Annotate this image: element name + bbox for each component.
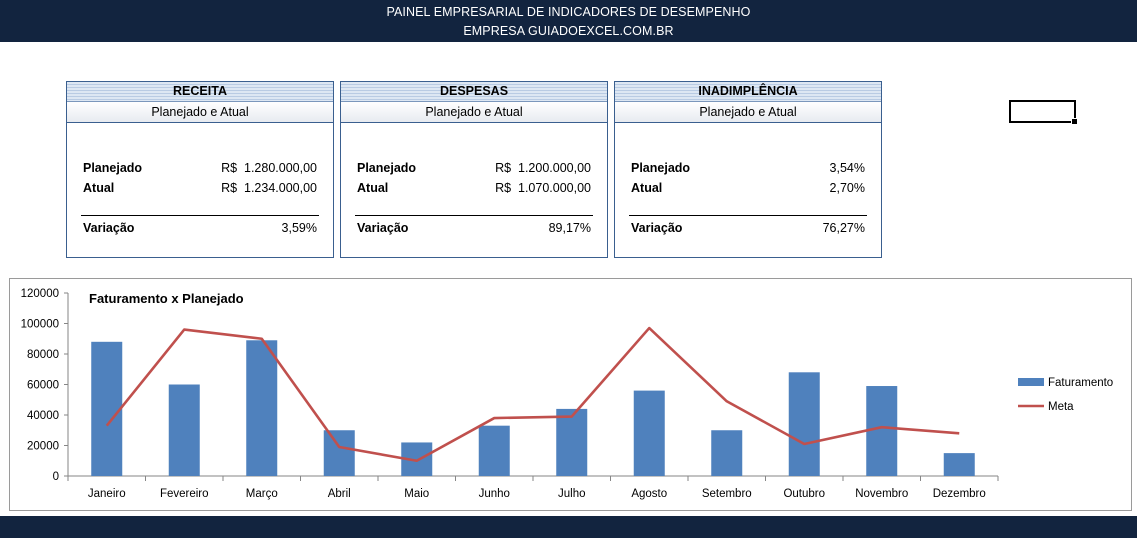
y-tick-label: 0 <box>53 471 59 483</box>
actual-row: Atual R$ 1.234.000,00 <box>83 180 317 196</box>
bar <box>168 384 200 476</box>
divider <box>629 215 867 216</box>
x-tick-label: Novembro <box>855 488 908 500</box>
company-name: EMPRESA GUIADOEXCEL.COM.BR <box>463 24 674 38</box>
planned-row: Planejado 3,54% <box>631 160 865 176</box>
dashboard-header: PAINEL EMPRESARIAL DE INDICADORES DE DES… <box>0 0 1137 42</box>
actual-label: Atual <box>357 181 389 195</box>
x-tick-label: Janeiro <box>88 488 126 500</box>
chart-area[interactable]: Faturamento x Planejado 0 20000 40000 60000… <box>9 278 1132 511</box>
bar-series <box>91 340 975 476</box>
x-tick-label: Outubro <box>783 488 825 500</box>
x-tick-label: Agosto <box>631 488 667 500</box>
revenue-card: RECEITA Planejado e Atual Planejado R$ 1… <box>66 81 334 258</box>
planned-row: Planejado R$ 1.200.000,00 <box>357 160 591 176</box>
planned-value: R$ 1.280.000,00 <box>221 161 317 175</box>
bar <box>91 341 123 476</box>
planned-row: Planejado R$ 1.280.000,00 <box>83 160 317 176</box>
bar <box>788 372 820 476</box>
actual-value: R$ 1.070.000,00 <box>495 181 591 195</box>
bar <box>246 340 278 476</box>
divider <box>355 215 593 216</box>
selected-cell[interactable] <box>1009 100 1078 125</box>
planned-value: 3,54% <box>829 161 865 175</box>
x-tick-label: Setembro <box>702 488 752 500</box>
variation-label: Variação <box>83 221 135 235</box>
variation-row: Variação 76,27% <box>631 220 865 236</box>
bar <box>478 425 510 476</box>
bar <box>711 430 743 476</box>
variation-value: 3,59% <box>281 221 317 235</box>
bar <box>323 430 355 476</box>
meta-line <box>105 326 960 463</box>
dashboard-footer <box>0 516 1137 538</box>
card-subtitle: Planejado e Atual <box>615 102 881 123</box>
expenses-card: DESPESAS Planejado e Atual Planejado R$ … <box>340 81 608 258</box>
x-tick-label: Maio <box>404 488 429 500</box>
planned-value: R$ 1.200.000,00 <box>495 161 591 175</box>
legend: Faturamento Meta <box>1018 377 1113 413</box>
variation-label: Variação <box>357 221 409 235</box>
card-title: INADIMPLÊNCIA <box>615 82 881 102</box>
bar <box>633 390 665 476</box>
y-tick-label: 120000 <box>21 288 59 300</box>
planned-label: Planejado <box>631 161 691 175</box>
card-subtitle: Planejado e Atual <box>341 102 607 123</box>
actual-value: R$ 1.234.000,00 <box>221 181 317 195</box>
dashboard-title: PAINEL EMPRESARIAL DE INDICADORES DE DES… <box>386 5 751 19</box>
x-tick-label: Julho <box>558 488 586 500</box>
card-title: RECEITA <box>67 82 333 102</box>
y-tick-label: 80000 <box>27 349 59 361</box>
x-tick-label: Dezembro <box>933 488 986 500</box>
variation-value: 76,27% <box>822 221 865 235</box>
x-tick-label: Março <box>246 488 278 500</box>
bar <box>943 453 975 476</box>
actual-value: 2,70% <box>829 181 865 195</box>
delinquency-card: INADIMPLÊNCIA Planejado e Atual Planejad… <box>614 81 882 258</box>
y-tick-label: 40000 <box>27 410 59 422</box>
line-series <box>105 326 960 463</box>
bar <box>866 386 898 476</box>
y-tick-label: 20000 <box>27 441 59 453</box>
planned-label: Planejado <box>83 161 143 175</box>
fill-handle[interactable] <box>1071 118 1078 125</box>
actual-label: Atual <box>631 181 663 195</box>
y-tick-label: 100000 <box>21 319 59 331</box>
variation-label: Variação <box>631 221 683 235</box>
legend-swatch-faturamento <box>1018 378 1044 386</box>
chart-title: Faturamento x Planejado <box>89 291 244 306</box>
legend-label-faturamento: Faturamento <box>1048 377 1113 389</box>
x-tick-label: Junho <box>479 488 510 500</box>
bar <box>556 408 588 476</box>
x-tick-label: Abril <box>328 488 351 500</box>
x-axis: Janeiro Fevereiro Março Abril Maio Junho Julho… <box>67 475 999 500</box>
divider <box>81 215 319 216</box>
planned-label: Planejado <box>357 161 417 175</box>
x-tick-label: Fevereiro <box>160 488 209 500</box>
legend-label-meta: Meta <box>1048 401 1074 413</box>
card-title: DESPESAS <box>341 82 607 102</box>
actual-row: Atual 2,70% <box>631 180 865 196</box>
card-subtitle: Planejado e Atual <box>67 102 333 123</box>
variation-row: Variação 89,17% <box>357 220 591 236</box>
variation-value: 89,17% <box>548 221 591 235</box>
y-tick-label: 60000 <box>27 380 59 392</box>
variation-row: Variação 3,59% <box>83 220 317 236</box>
actual-row: Atual R$ 1.070.000,00 <box>357 180 591 196</box>
actual-label: Atual <box>83 181 115 195</box>
revenue-vs-planned-chart: Faturamento x Planejado 0 20000 40000 60000… <box>21 288 1114 500</box>
y-axis: 0 20000 40000 60000 80000 100000 120000 <box>21 288 69 483</box>
